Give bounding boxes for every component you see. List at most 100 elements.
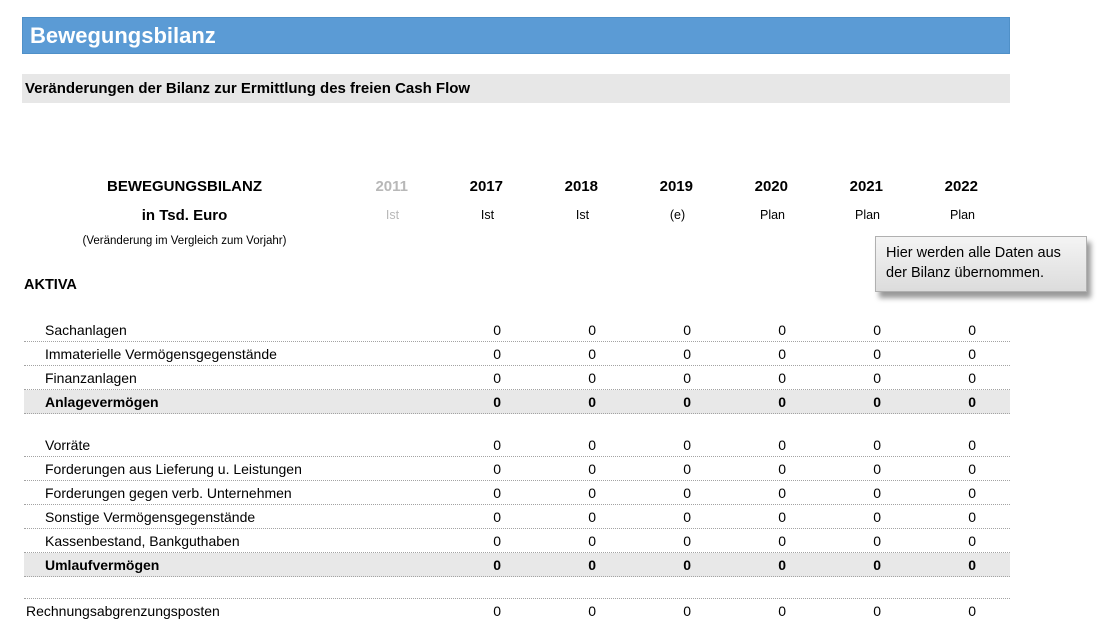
table-row: Umlaufvermögen 0 0 0 0 0 0 [24,553,1010,577]
value-cell[interactable]: 0 [968,460,976,477]
table-note: (Veränderung im Vergleich zum Vorjahr) [82,235,287,247]
value-cell[interactable]: 0 [968,369,976,386]
value-cell[interactable]: 0 [873,460,881,477]
value-cell[interactable]: 0 [493,484,501,501]
value-cell[interactable]: 0 [493,602,501,619]
value-cell[interactable]: 0 [493,460,501,477]
value-cell[interactable]: 0 [778,532,786,549]
value-cell[interactable]: 0 [873,436,881,453]
value-cell[interactable]: 0 [778,369,786,386]
row-label: Kassenbestand, Bankguthaben [45,532,240,549]
table-row [24,414,1010,433]
table-row: Finanzanlagen 0 0 0 0 0 0 [24,366,1010,390]
value-cell[interactable]: 0 [873,345,881,362]
value-cell[interactable]: 0 [683,345,691,362]
value-cell[interactable]: 0 [873,532,881,549]
row-label: Forderungen gegen verb. Unternehmen [45,484,292,501]
table-title: BEWEGUNGSBILANZ [107,177,262,195]
value-cell[interactable]: 0 [873,369,881,386]
value-cell[interactable]: 0 [778,484,786,501]
comment-note: Hier werden alle Daten aus der Bilanz üb… [875,236,1087,292]
year-header-cell: 2022 [944,177,978,195]
type-header-cell: (e) [669,208,686,222]
value-cell[interactable]: 0 [968,602,976,619]
value-cell[interactable]: 0 [778,393,786,410]
value-cell[interactable]: 0 [683,508,691,525]
value-cell[interactable]: 0 [778,460,786,477]
value-cell[interactable]: 0 [778,436,786,453]
value-cell[interactable]: 0 [873,393,881,410]
page-subtitle: Veränderungen der Bilanz zur Ermittlung … [25,80,471,97]
value-cell[interactable]: 0 [968,532,976,549]
value-cell[interactable]: 0 [778,345,786,362]
value-cell[interactable]: 0 [588,345,596,362]
value-cell[interactable]: 0 [968,436,976,453]
value-cell[interactable]: 0 [493,369,501,386]
table-body: Sachanlagen 0 0 0 0 0 0 Immaterielle Vermögensg… [24,318,1010,621]
value-cell[interactable]: 0 [493,436,501,453]
table-row: Kassenbestand, Bankguthaben 0 0 0 0 0 0 [24,529,1010,553]
row-label: Umlaufvermögen [45,556,160,573]
year-header-cell: 2011 [375,177,408,195]
year-header-cell: 2021 [849,177,883,195]
type-header-cell: Ist [385,208,400,222]
value-cell[interactable]: 0 [683,602,691,619]
value-cell[interactable]: 0 [683,436,691,453]
year-header-cell: 2019 [659,177,693,195]
value-cell[interactable]: 0 [683,556,691,573]
type-header-cell: Plan [759,208,786,222]
value-cell[interactable]: 0 [968,508,976,525]
value-cell[interactable]: 0 [588,532,596,549]
value-cell[interactable]: 0 [588,321,596,338]
value-cell[interactable]: 0 [683,393,691,410]
year-header-cell: 2020 [754,177,788,195]
value-cell[interactable]: 0 [588,602,596,619]
table-row: Immaterielle Vermögensgegenstände 0 0 0 0 0 0 [24,342,1010,366]
value-cell[interactable]: 0 [588,556,596,573]
table-row: Rechnungsabgrenzungsposten 0 0 0 0 0 0 [24,599,1010,621]
page-subtitle-bar: Veränderungen der Bilanz zur Ermittlung … [22,74,1010,103]
value-cell[interactable]: 0 [683,460,691,477]
value-cell[interactable]: 0 [588,508,596,525]
value-cell[interactable]: 0 [873,602,881,619]
value-cell[interactable]: 0 [588,436,596,453]
value-cell[interactable]: 0 [588,393,596,410]
row-label: Forderungen aus Lieferung u. Leistungen [45,460,302,477]
value-cell[interactable]: 0 [968,556,976,573]
page-title: Bewegungsbilanz [30,23,216,48]
value-cell[interactable]: 0 [588,460,596,477]
value-cell[interactable]: 0 [968,393,976,410]
value-cell[interactable]: 0 [873,556,881,573]
row-label: Sonstige Vermögensgegenstände [45,508,256,525]
value-cell[interactable]: 0 [968,321,976,338]
value-cell[interactable]: 0 [873,484,881,501]
value-cell[interactable]: 0 [493,321,501,338]
value-cell[interactable]: 0 [683,484,691,501]
table-row [24,577,1010,599]
value-cell[interactable]: 0 [588,484,596,501]
value-cell[interactable]: 0 [493,345,501,362]
value-cell[interactable]: 0 [778,508,786,525]
year-header-row: BEWEGUNGSBILANZ 2011 2017 2018 2019 2020 2021… [24,172,1010,200]
value-cell[interactable]: 0 [493,508,501,525]
value-cell[interactable]: 0 [778,602,786,619]
value-cell[interactable]: 0 [968,345,976,362]
value-cell[interactable]: 0 [683,369,691,386]
table-row: Forderungen gegen verb. Unternehmen 0 0 0 0 0… [24,481,1010,505]
value-cell[interactable]: 0 [683,321,691,338]
value-cell[interactable]: 0 [873,508,881,525]
value-cell[interactable]: 0 [778,321,786,338]
table-unit: in Tsd. Euro [141,206,228,224]
value-cell[interactable]: 0 [968,484,976,501]
year-header-cell: 2018 [564,177,598,195]
value-cell[interactable]: 0 [493,532,501,549]
type-header-cell: Plan [949,208,976,222]
table-header: BEWEGUNGSBILANZ 2011 2017 2018 2019 2020 2021… [24,172,1010,252]
value-cell[interactable]: 0 [493,556,501,573]
table-row: Vorräte 0 0 0 0 0 0 [24,433,1010,457]
value-cell[interactable]: 0 [683,532,691,549]
value-cell[interactable]: 0 [493,393,501,410]
value-cell[interactable]: 0 [778,556,786,573]
value-cell[interactable]: 0 [873,321,881,338]
value-cell[interactable]: 0 [588,369,596,386]
